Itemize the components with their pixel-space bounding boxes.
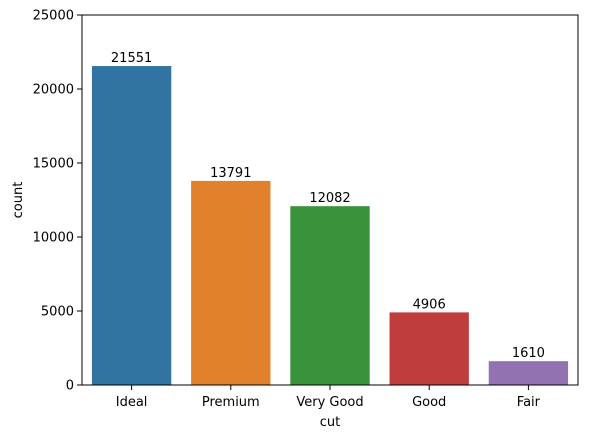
y-tick-label: 5000 [41, 305, 74, 320]
bar-fair [488, 361, 569, 385]
x-tick-label: Premium [202, 395, 260, 410]
y-axis: 0 5000 10000 15000 20000 25000 [33, 9, 82, 394]
data-labels-layer: 21551 13791 12082 4906 1610 [111, 51, 545, 361]
bar-good [389, 312, 469, 385]
y-tick-label: 15000 [33, 157, 74, 172]
y-tick-label: 0 [66, 379, 74, 394]
plot-frame [81, 14, 579, 386]
x-axis: Ideal Premium Very Good Good Fair [116, 385, 541, 410]
bar-ideal [91, 66, 172, 386]
y-tick-label: 25000 [33, 9, 74, 24]
x-tick-label: Good [412, 395, 446, 410]
x-tick-label: Very Good [296, 395, 363, 410]
y-tick-label: 10000 [33, 231, 74, 246]
y-axis-title: count [11, 182, 26, 219]
data-label: 12082 [309, 191, 350, 206]
data-label: 21551 [111, 51, 152, 66]
y-tick-label: 20000 [33, 83, 74, 98]
x-tick-label: Fair [517, 395, 541, 410]
x-tick-label: Ideal [116, 395, 148, 410]
bar-premium [191, 180, 271, 385]
bars-layer [91, 66, 569, 386]
x-axis-title: cut [320, 415, 340, 430]
data-label: 13791 [210, 166, 251, 181]
bar-very-good [290, 206, 370, 385]
data-label: 4906 [413, 297, 446, 312]
data-label: 1610 [512, 346, 545, 361]
